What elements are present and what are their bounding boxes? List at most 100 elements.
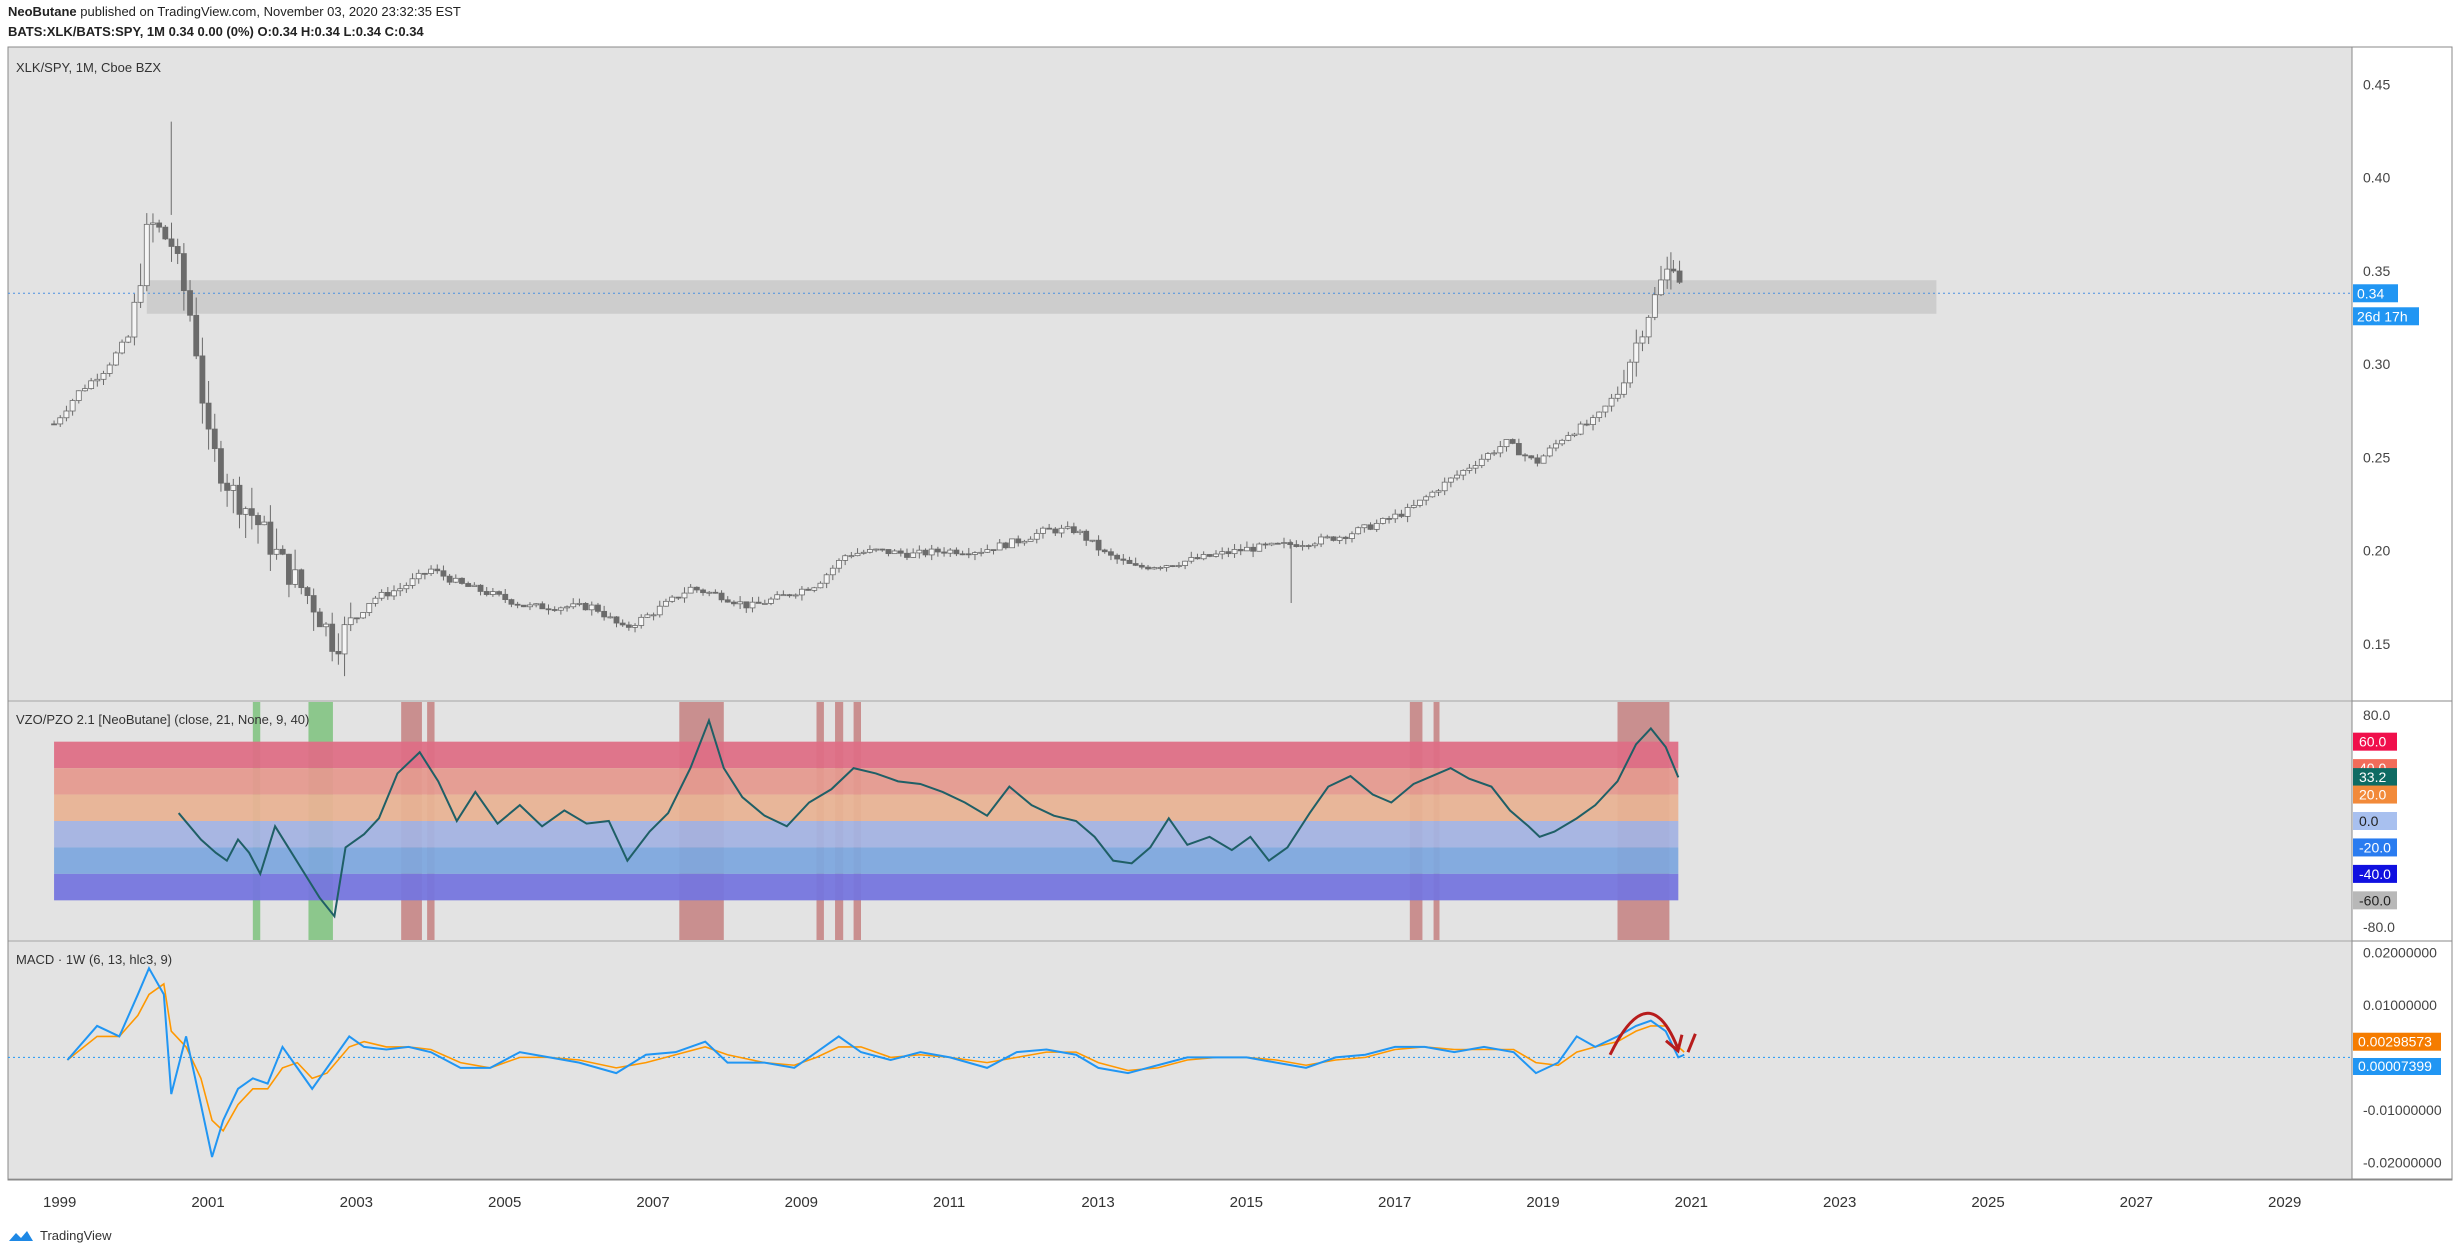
candle-body [384,591,391,597]
candle-body [1466,467,1473,471]
candle-body [1108,551,1114,556]
candle-body [570,603,577,608]
candle-body [663,600,669,607]
macd-tick-label: -0.01000000 [2363,1102,2442,1118]
candle-body [434,568,441,572]
oscillator-tick-label: 80.0 [2363,707,2390,723]
candle-body [761,602,768,605]
candle-body [749,601,756,609]
candle-body [1423,496,1430,501]
candle-body [675,596,682,599]
candle-body [1379,518,1386,524]
candle-body [879,548,886,551]
level-badge [2353,864,2397,883]
candle-body [335,651,342,655]
arc-tail [1686,1033,1697,1053]
candle-body [799,588,805,596]
price-tick-label: 0.20 [2363,543,2390,559]
candle-body [1676,270,1683,283]
candle-body [1231,549,1238,555]
level-label: 0.0 [2359,813,2379,829]
candle-body [823,574,830,584]
candle-body [1336,536,1343,541]
time-tick-label: 2007 [636,1194,669,1211]
candle-body [162,226,169,240]
candle-body [904,552,910,558]
candle-body [1540,455,1547,464]
candle-body [1101,549,1108,553]
candle-body [428,568,434,574]
level-label: -20.0 [2359,839,2391,855]
zone-band [54,873,1679,901]
candle-body [1546,447,1553,457]
candle-body [94,378,101,382]
candle-body [811,587,818,591]
candle-body [848,555,855,558]
candle-body [174,246,181,254]
level-label: 33.2 [2359,769,2386,785]
symbol-ohlc: BATS:XLK/BATS:SPY, 1M 0.34 0.00 (0%) O:0… [8,24,424,39]
candle-body [63,410,70,419]
candle-body [347,617,354,626]
publisher-name[interactable]: NeoButane [8,4,77,19]
candle-body [1633,342,1640,363]
price-tick-label: 0.15 [2363,636,2390,652]
candle-body [1305,545,1312,547]
candle-body [1460,469,1467,476]
candle-body [465,583,472,587]
candle-body [137,285,144,303]
macd-value-label: 0.00298573 [2358,1034,2432,1050]
candle-body [125,336,132,343]
level-label: -60.0 [2359,892,2391,908]
candle-body [131,301,138,338]
zone-band [54,794,1679,821]
time-tick-label: 2013 [1081,1194,1114,1211]
candle-body [483,591,490,595]
time-tick-label: 2023 [1823,1194,1856,1211]
candle-body [706,591,713,594]
candle-body [329,623,336,652]
price-tick-label: 0.45 [2363,76,2390,92]
candle-body [273,548,280,555]
candle-body [564,606,570,609]
candle-body [150,222,156,225]
candle-body [805,588,811,591]
candle-body [477,584,484,592]
candle-body [156,222,163,228]
candle-body [1627,361,1634,384]
candle-body [1472,465,1479,469]
candle-body [768,598,774,604]
candle-body [452,577,459,583]
candle-body [409,578,416,586]
candle-body [1596,411,1603,419]
candle-body [446,575,453,583]
candle-body [1033,532,1040,540]
candle-body [415,572,422,580]
candle-body [75,390,82,401]
candle-body [1602,405,1609,413]
candle-body [1169,565,1176,567]
candle-body [354,617,360,620]
candle-body [681,592,688,599]
candle-body [1015,538,1022,544]
price-tick-label: 0.25 [2363,449,2390,465]
candle-body [360,612,366,619]
candle-body [1583,423,1590,426]
candle-body [1410,504,1417,508]
candle-body [990,549,997,551]
candle-body [718,592,725,601]
candle-body [1614,393,1621,399]
candle-body [613,616,620,624]
candle-body [1268,542,1275,546]
candle-body [545,608,552,611]
candle-body [693,586,700,591]
candle-body [1293,544,1300,547]
arc-arrowhead [1664,1034,1684,1054]
candle-body [88,380,95,389]
candle-body [242,508,249,515]
candle-body [928,548,935,556]
footer-brand[interactable]: TradingView [40,1228,112,1243]
candle-body [941,551,947,554]
candle-body [755,601,762,604]
